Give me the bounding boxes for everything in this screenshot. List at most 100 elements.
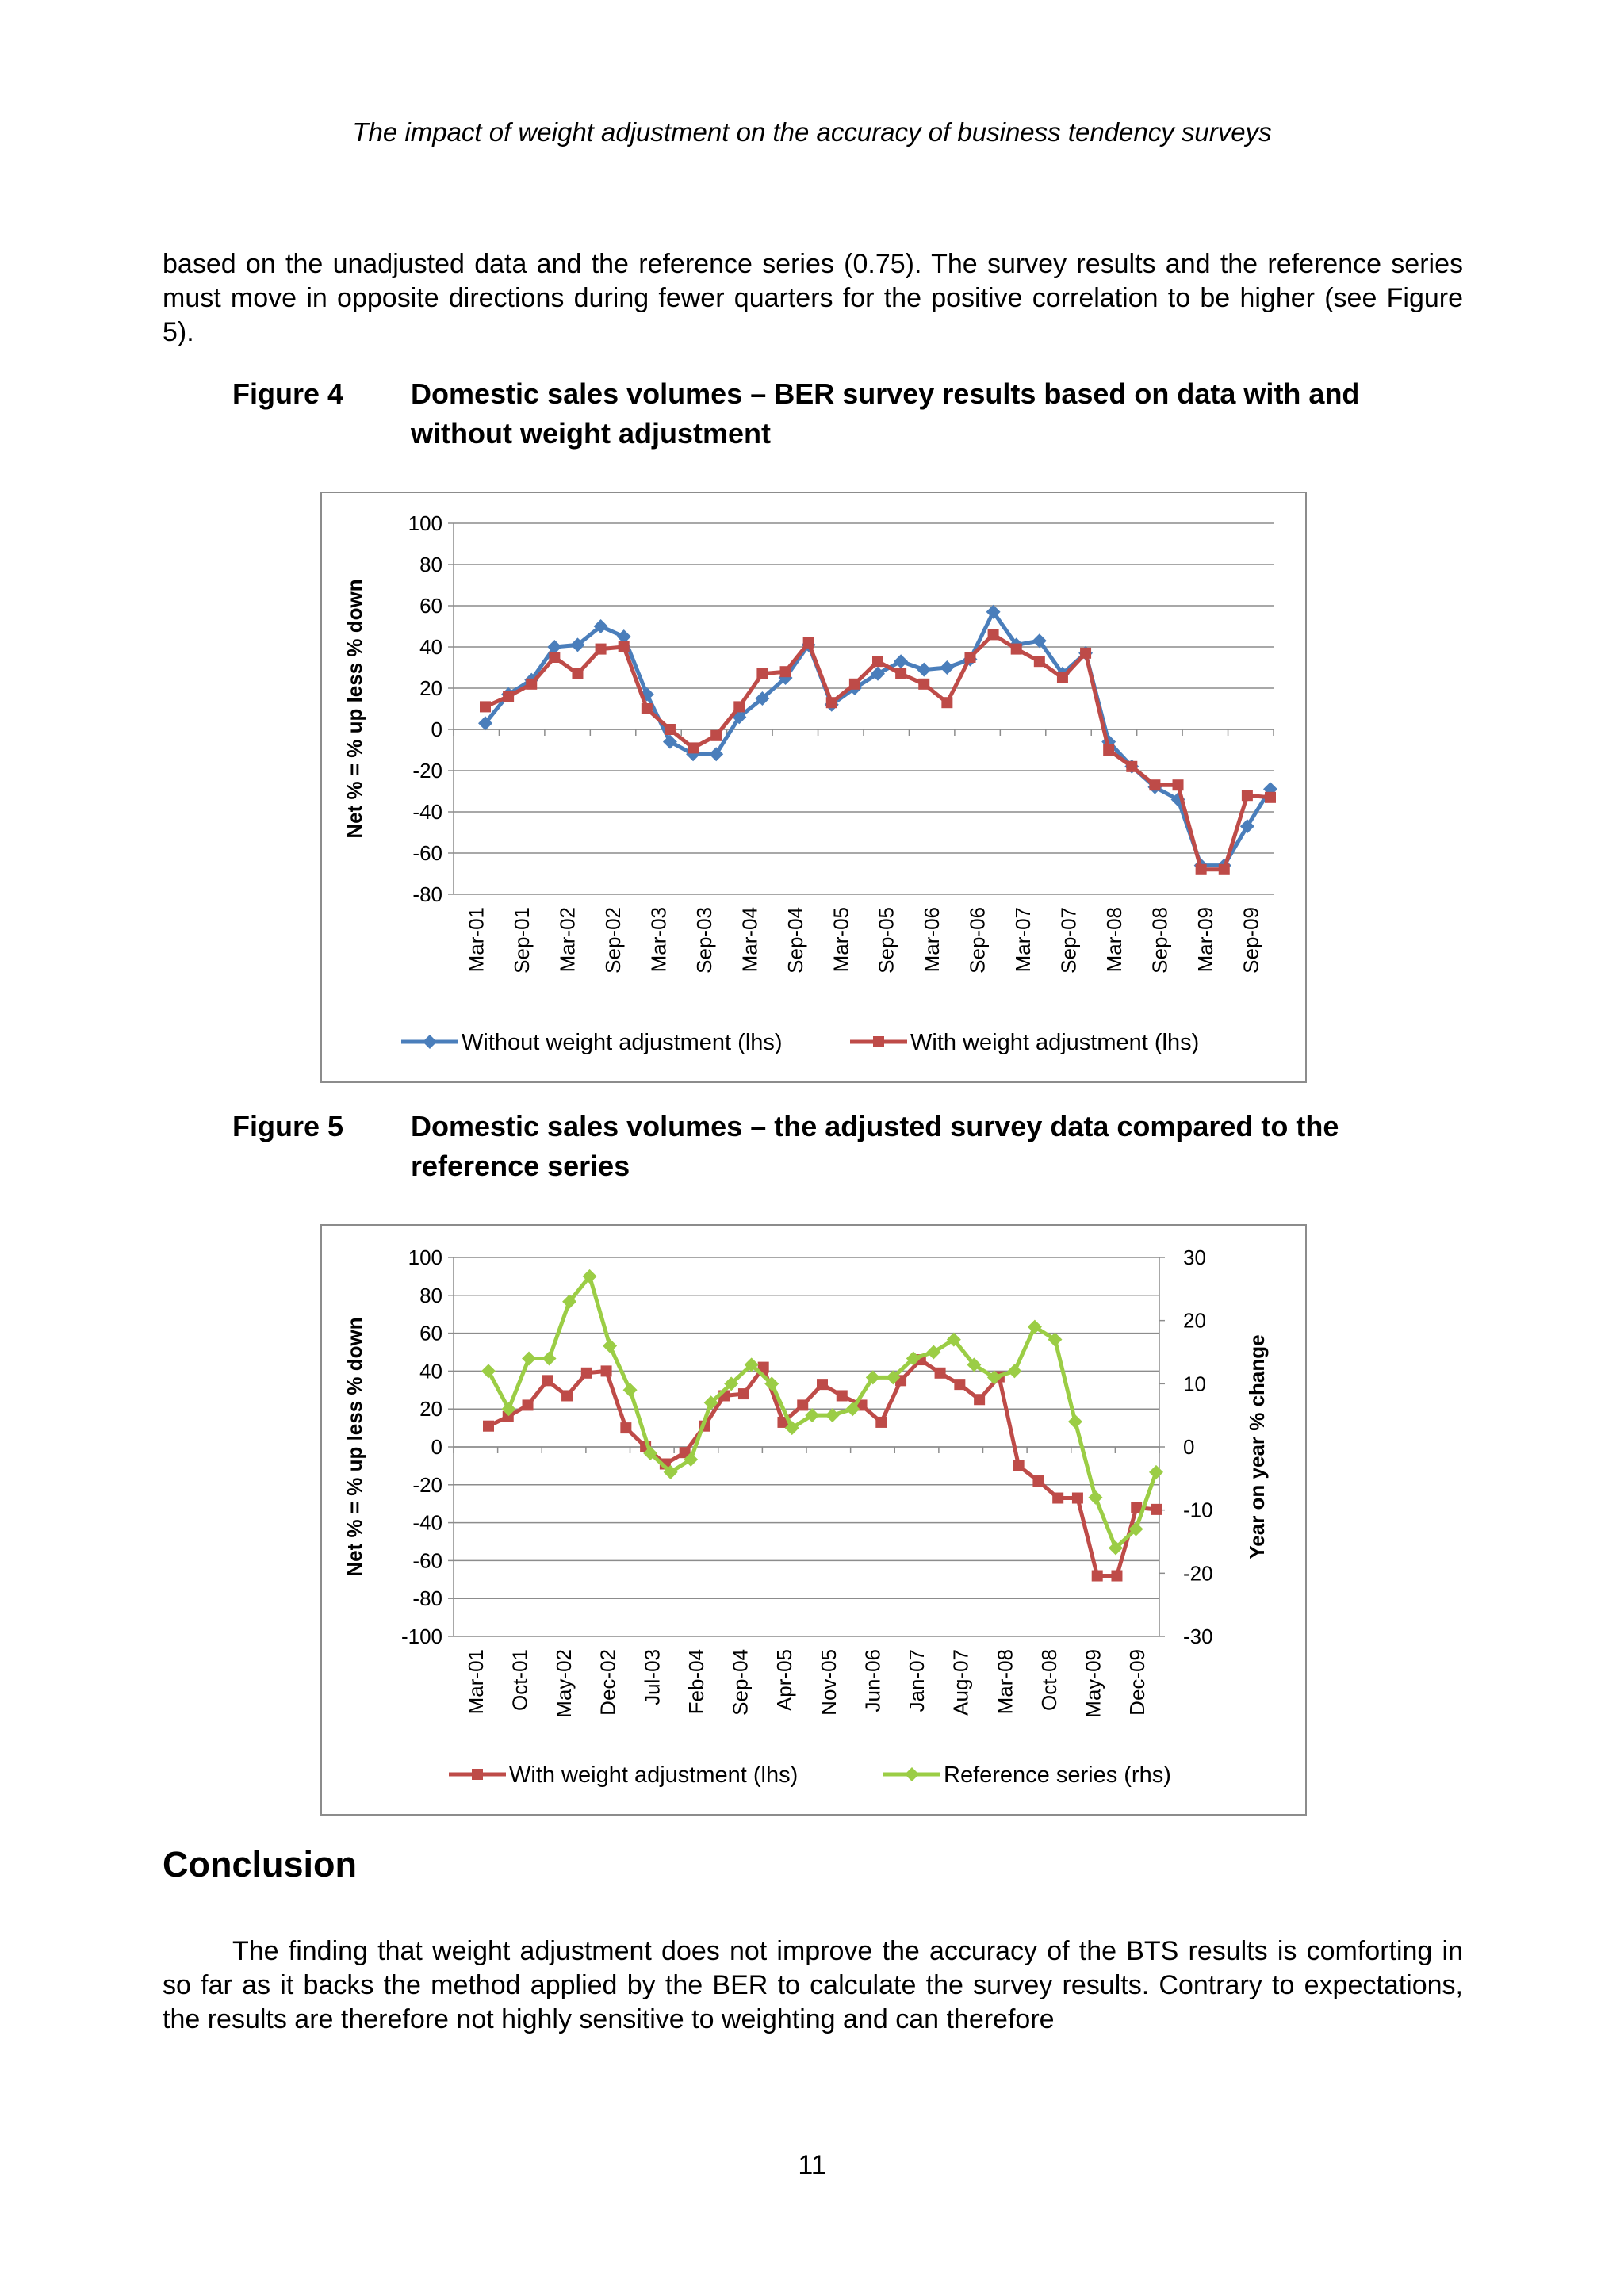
y2-tick-label: 10 <box>1183 1372 1206 1395</box>
x-tick-label: Sep-04 <box>729 1649 753 1716</box>
y2-tick-label: 30 <box>1183 1246 1206 1269</box>
figure-5-chart: -100 -80 -60 -40 -20 0 20 40 60 80 100 Mar-01 Oct-01… <box>320 1224 1307 1816</box>
y-tick-label: 20 <box>419 676 442 700</box>
data-point <box>865 1370 880 1385</box>
data-point <box>1010 643 1022 655</box>
x-tick-label: Sep-07 <box>1057 907 1081 974</box>
data-point <box>1149 1464 1163 1479</box>
data-point <box>1027 1319 1042 1334</box>
data-point <box>562 1294 577 1309</box>
data-point <box>724 1376 739 1391</box>
y2-tick-label: -20 <box>1183 1561 1213 1585</box>
data-point <box>1241 790 1253 802</box>
running-header: The impact of weight adjustment on the a… <box>352 117 1272 147</box>
legend-label: With weight adjustment (lhs) <box>509 1762 798 1788</box>
x-tick-label: May-09 <box>1082 1649 1105 1718</box>
data-point <box>1195 863 1207 875</box>
legend-label: With weight adjustment (lhs) <box>910 1030 1199 1055</box>
x-tick-label: Mar-09 <box>1193 907 1217 972</box>
data-point <box>1033 656 1045 668</box>
data-point <box>986 604 1001 619</box>
data-point <box>547 640 562 654</box>
data-point <box>926 1345 941 1360</box>
figure-4-svg: -80 -60 -40 -20 0 20 40 60 80 100 Mar-01 Sep-01 Mar-… <box>343 511 1277 1055</box>
data-point <box>1091 1570 1103 1582</box>
figure-5-number: Figure 5 <box>232 1110 344 1142</box>
data-point <box>917 662 932 677</box>
y-tick-label: 0 <box>431 1435 442 1459</box>
y-tick-label: -100 <box>401 1624 442 1648</box>
y-tick-label: 60 <box>419 594 442 618</box>
data-point <box>526 678 538 690</box>
data-point <box>688 742 699 754</box>
y-tick-label: 0 <box>431 718 442 741</box>
x-tick-label: Mar-04 <box>737 907 761 972</box>
data-point <box>934 1367 946 1379</box>
data-point <box>1080 647 1092 659</box>
data-point <box>684 1452 699 1467</box>
x-tick-label: Oct-08 <box>1037 1649 1061 1711</box>
data-point <box>872 656 883 668</box>
x-tick-label: Aug-07 <box>949 1649 973 1716</box>
data-point <box>561 1390 573 1402</box>
x-tick-label: Jun-06 <box>860 1649 884 1712</box>
figure-4-number: Figure 4 <box>232 377 344 410</box>
x-tick-label: Mar-02 <box>556 907 580 972</box>
data-point <box>1108 1540 1123 1556</box>
data-point <box>600 1365 612 1377</box>
data-point <box>964 652 976 663</box>
y2-tick-label: 20 <box>1183 1309 1206 1333</box>
x-tick-label: Sep-02 <box>601 907 625 974</box>
figure-5-title: Domestic sales volumes – the adjusted su… <box>411 1110 1339 1182</box>
x-tick-label: May-02 <box>552 1649 576 1718</box>
data-point <box>1052 1492 1064 1504</box>
y-tick-label: 100 <box>408 511 442 535</box>
x-tick-label: Dec-09 <box>1125 1649 1149 1716</box>
y-axis-label: Net % = % up less % down <box>343 1317 366 1576</box>
data-point <box>784 1421 799 1436</box>
x-tick-label: Mar-05 <box>829 907 852 972</box>
figure-4-chart: -80 -60 -40 -20 0 20 40 60 80 100 Mar-01 Sep-01 Mar-… <box>320 492 1307 1083</box>
y-tick-label: 80 <box>419 1284 442 1307</box>
data-point <box>1067 1414 1082 1429</box>
x-tick-label: Mar-03 <box>647 907 671 972</box>
data-point <box>710 729 722 741</box>
x-tick-label: Sep-05 <box>875 907 898 974</box>
data-point <box>848 678 860 690</box>
data-point <box>756 668 768 679</box>
data-point <box>643 1445 658 1460</box>
data-point <box>1071 1492 1083 1504</box>
data-point <box>895 668 907 679</box>
data-point <box>825 1408 840 1423</box>
y-tick-label: 100 <box>408 1246 442 1269</box>
y-tick-label: -80 <box>412 882 442 906</box>
data-point <box>1103 744 1115 756</box>
data-point <box>1263 782 1277 797</box>
legend-marker <box>423 1035 437 1049</box>
x-tick-label: Apr-05 <box>772 1649 796 1711</box>
data-point <box>641 703 653 714</box>
y-tick-label: -60 <box>412 841 442 865</box>
y-tick-label: 40 <box>419 635 442 659</box>
data-point <box>603 1338 618 1353</box>
data-point <box>1172 779 1184 791</box>
data-point <box>894 654 909 669</box>
data-point <box>825 697 837 709</box>
data-point <box>967 1357 982 1372</box>
data-point <box>480 701 491 713</box>
data-point <box>744 1357 759 1372</box>
data-point <box>940 660 955 675</box>
data-point <box>664 724 676 735</box>
data-point <box>1131 1502 1143 1513</box>
data-point <box>616 629 631 644</box>
data-point <box>663 1464 678 1479</box>
x-tick-label: Sep-04 <box>783 907 807 974</box>
data-point <box>797 1399 809 1411</box>
data-point <box>779 666 791 678</box>
x-tick-label: Sep-06 <box>966 907 990 974</box>
x-tick-label: Mar-01 <box>464 1649 488 1714</box>
data-point <box>622 1383 638 1398</box>
data-point <box>1149 779 1161 791</box>
data-point <box>817 1379 828 1391</box>
